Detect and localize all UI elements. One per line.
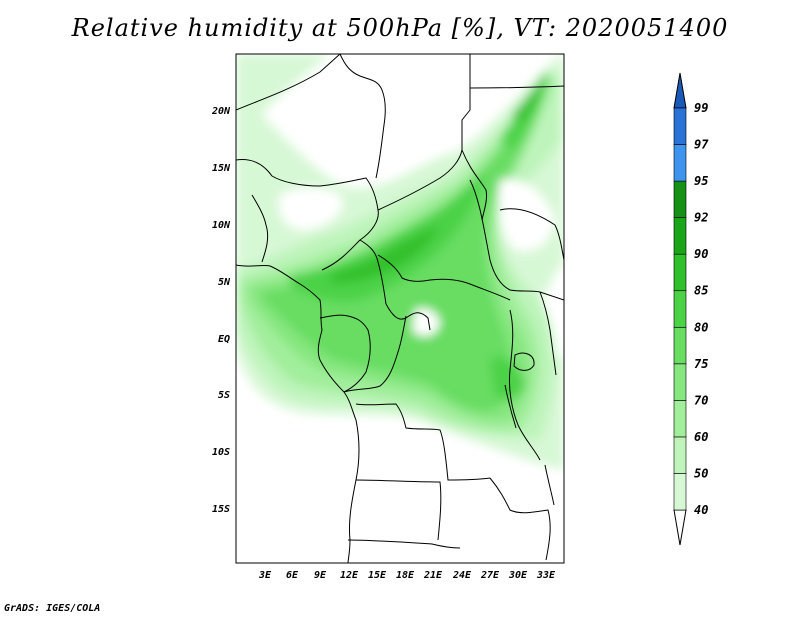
dry-region-sahara	[381, 76, 460, 160]
border-east	[539, 291, 557, 376]
coastline-west	[236, 264, 360, 563]
dry-region-south	[236, 430, 564, 563]
border-ethiopia	[499, 208, 564, 261]
lon-label-27e: 27E	[480, 570, 500, 581]
border-nw	[236, 54, 341, 111]
lon-label-30e: 30E	[508, 570, 528, 581]
lat-label-10n: 10N	[212, 220, 231, 231]
lon-label-9e: 9E	[314, 570, 327, 581]
rh-band-90	[330, 225, 440, 283]
border-chad-east	[461, 149, 487, 221]
rh-band-85	[290, 170, 485, 302]
lon-label-24e: 24E	[452, 570, 472, 581]
colorbar-segment	[673, 144, 687, 182]
colorbar-label: 50	[694, 466, 708, 480]
colorbar-segment	[673, 436, 687, 474]
lon-label-15e: 15E	[368, 570, 387, 581]
humidity-field	[236, 54, 564, 563]
dry-region-east	[498, 179, 555, 252]
colorbar-segment	[673, 290, 687, 328]
border-egypt	[469, 85, 564, 89]
lon-label-12e: 12E	[340, 570, 359, 581]
rh-band-40-north	[236, 54, 330, 140]
colorbar-label: 75	[694, 357, 708, 371]
colorbar-label: 92	[694, 211, 708, 225]
colorbar-segments	[673, 107, 687, 511]
border-zambia	[489, 477, 551, 561]
border-lakes	[509, 309, 541, 461]
lat-label-20n: 20N	[211, 106, 231, 117]
colorbar-segment	[673, 217, 687, 255]
lon-label-18e: 18E	[396, 570, 415, 581]
border-sudan	[469, 179, 564, 301]
lon-label-21e: 21E	[423, 570, 443, 581]
lon-axis: 3E 6E 9E 12E 15E 18E 21E 24E 27E 30E 33E	[258, 570, 556, 581]
colorbar-segment	[673, 363, 687, 401]
lake-tanganyika	[504, 384, 517, 429]
lat-label-15s: 15S	[212, 504, 230, 515]
lat-label-5s: 5S	[218, 390, 230, 401]
footer-credit: GrADS: IGES/COLA	[4, 603, 101, 614]
lake-victoria	[513, 352, 535, 371]
country-borders	[236, 54, 564, 563]
border-drc-west	[343, 315, 407, 393]
chart-title: Relative humidity at 500hPa [%], VT: 202…	[71, 14, 729, 42]
border-libya	[339, 54, 386, 179]
colorbar-segment	[673, 180, 687, 218]
lat-label-15n: 15N	[212, 163, 231, 174]
colorbar-label: 85	[694, 284, 708, 298]
colorbar-segment	[673, 400, 687, 438]
lake-malawi	[544, 464, 555, 506]
lat-axis: 20N 15N 10N 5N EQ 5S 10S 15S	[211, 106, 231, 515]
lat-label-5n: 5N	[218, 277, 231, 288]
colorbar-segment	[673, 326, 687, 365]
lon-label-33e: 33E	[536, 570, 556, 581]
border-car-north	[359, 239, 387, 305]
colorbar-label: 40	[694, 503, 708, 517]
border-drc-south	[355, 403, 491, 481]
dry-region-north	[279, 187, 343, 231]
colorbar-segment	[673, 473, 687, 511]
colorbar: 40 50 60 70 75 80 85 90 92 95 97 99	[673, 72, 709, 546]
rh-band-90-ne	[512, 70, 548, 122]
colorbar-label: 95	[694, 174, 708, 188]
lon-label-3e: 3E	[258, 570, 272, 581]
lat-label-10s: 10S	[212, 447, 230, 458]
lon-label-6e: 6E	[286, 570, 299, 581]
border-south	[347, 539, 461, 549]
colorbar-label: 80	[694, 320, 708, 334]
colorbar-segment	[673, 107, 687, 145]
border-westafrica	[251, 194, 269, 263]
colorbar-top-arrow	[673, 72, 687, 109]
colorbar-labels: 40 50 60 70 75 80 85 90 92 95 97 99	[694, 101, 709, 517]
colorbar-segment	[673, 253, 687, 292]
colorbar-label: 70	[694, 393, 708, 407]
border-angola	[355, 479, 442, 541]
colorbar-label: 90	[694, 247, 708, 261]
colorbar-label: 97	[694, 138, 709, 152]
border-congo-west	[319, 314, 371, 393]
lat-label-eq: EQ	[218, 334, 230, 345]
colorbar-bottom-arrow	[673, 509, 687, 546]
map-frame	[235, 53, 565, 564]
dry-hole	[412, 308, 440, 337]
colorbar-label: 60	[694, 430, 708, 444]
border-car	[377, 254, 511, 301]
colorbar-label: 99	[694, 101, 708, 115]
